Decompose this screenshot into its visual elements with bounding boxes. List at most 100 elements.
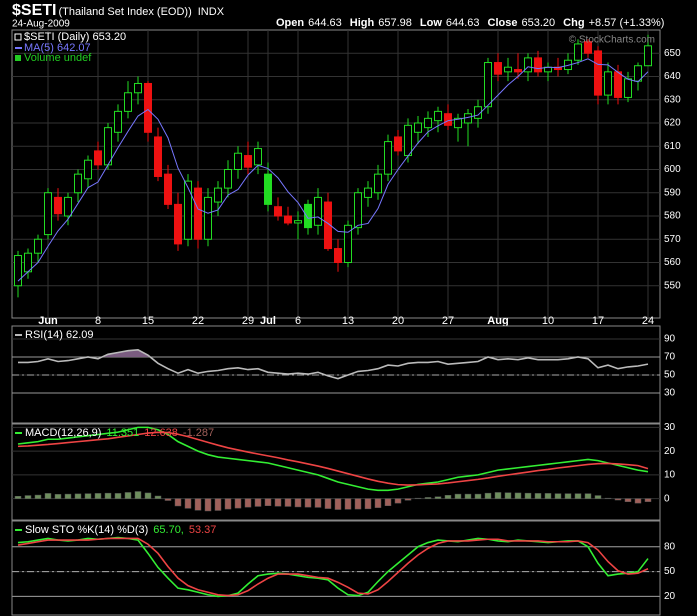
panel-title: MACD(12,26,9) bbox=[25, 427, 101, 439]
watermark: © StockCharts.com bbox=[569, 35, 655, 46]
panel-frame bbox=[11, 423, 661, 521]
candle-body bbox=[594, 50, 602, 96]
candle-body bbox=[334, 248, 342, 264]
legend-icon bbox=[14, 33, 22, 41]
exchange: INDX bbox=[198, 6, 225, 18]
x-tick-label: 22 bbox=[192, 315, 204, 327]
candle-body bbox=[394, 136, 402, 152]
histogram-bar bbox=[394, 498, 402, 504]
candle-body bbox=[254, 148, 262, 166]
candle-body bbox=[424, 117, 432, 129]
candle-body bbox=[154, 136, 162, 177]
y-tick-label: 600 bbox=[664, 164, 681, 175]
date: 24-Aug-2009 bbox=[12, 19, 70, 30]
histogram-bar bbox=[644, 498, 652, 502]
x-tick-label: 8 bbox=[95, 315, 101, 327]
histogram-bar bbox=[334, 498, 342, 510]
subtitle: (Thailand Set Index (EOD)) bbox=[58, 6, 191, 18]
y-tick-label: 80 bbox=[664, 541, 676, 552]
candle-body bbox=[34, 238, 42, 254]
histogram-bar bbox=[424, 497, 432, 499]
legend-entry: MA(5) 642.07 bbox=[24, 42, 91, 54]
candle-body bbox=[284, 215, 292, 224]
quote-value: 657.98 bbox=[378, 17, 412, 29]
histogram-bar bbox=[304, 498, 312, 508]
candle-body bbox=[344, 224, 352, 264]
legend-entry: 11.351 bbox=[106, 427, 139, 439]
y-tick-label: 50 bbox=[664, 566, 676, 577]
histogram-bar bbox=[94, 493, 102, 499]
legend-entry: 65.70, bbox=[153, 524, 184, 536]
candle-body bbox=[574, 43, 582, 61]
candle-body bbox=[124, 92, 132, 112]
candle-body bbox=[454, 117, 462, 129]
y-tick-label: 560 bbox=[664, 257, 681, 268]
histogram-bar bbox=[64, 493, 72, 499]
histogram-bar bbox=[314, 498, 322, 508]
histogram-bar bbox=[244, 498, 252, 508]
candle-body bbox=[434, 110, 442, 122]
series-line bbox=[17, 58, 649, 282]
histogram-bar bbox=[444, 495, 452, 499]
x-tick-label: 27 bbox=[442, 315, 454, 327]
histogram-bar bbox=[384, 498, 392, 506]
histogram-bar bbox=[274, 498, 282, 507]
histogram-bar bbox=[14, 496, 22, 499]
quote-label: Low bbox=[420, 17, 442, 29]
x-tick-label: 24 bbox=[642, 315, 654, 327]
histogram-bar bbox=[524, 492, 532, 499]
y-tick-label: 610 bbox=[664, 141, 681, 152]
candle-body bbox=[224, 169, 232, 189]
candle-body bbox=[304, 203, 312, 229]
legend-entry: 12.638 bbox=[144, 427, 178, 439]
x-tick-label: 10 bbox=[542, 315, 554, 327]
x-tick-label: 29 bbox=[242, 315, 254, 327]
candle-body bbox=[534, 57, 542, 73]
candle-body bbox=[54, 196, 62, 215]
histogram-bar bbox=[434, 496, 442, 499]
x-tick-label: 15 bbox=[142, 315, 154, 327]
y-tick-label: 550 bbox=[664, 280, 681, 291]
histogram-bar bbox=[214, 498, 222, 511]
histogram-bar bbox=[224, 498, 232, 510]
histogram-bar bbox=[184, 498, 192, 509]
histogram-bar bbox=[534, 493, 542, 499]
candle-body bbox=[354, 192, 362, 229]
histogram-bar bbox=[484, 492, 492, 499]
quote-label: Open bbox=[276, 17, 304, 29]
candle-body bbox=[274, 206, 282, 217]
candle-body bbox=[504, 66, 512, 73]
quote-value: 644.63 bbox=[446, 17, 480, 29]
candle-body bbox=[474, 106, 482, 119]
x-tick-label: 20 bbox=[392, 315, 404, 327]
candle-body bbox=[44, 192, 52, 236]
histogram-bar bbox=[34, 494, 42, 499]
histogram-bar bbox=[164, 498, 172, 501]
candle-body bbox=[84, 159, 92, 180]
candle-body bbox=[94, 150, 102, 166]
histogram-bar bbox=[254, 498, 262, 507]
histogram-bar bbox=[464, 493, 472, 499]
candle-body bbox=[234, 152, 242, 171]
candle-body bbox=[584, 41, 592, 54]
histogram-bar bbox=[74, 493, 82, 499]
candle-body bbox=[184, 180, 192, 240]
histogram-bar bbox=[474, 493, 482, 499]
candle-body bbox=[644, 45, 652, 67]
histogram-bar bbox=[374, 498, 382, 508]
candle-body bbox=[404, 124, 412, 157]
candle-body bbox=[74, 173, 82, 194]
quote-value: 653.20 bbox=[522, 17, 556, 29]
histogram-bar bbox=[584, 493, 592, 499]
candle-body bbox=[414, 122, 422, 133]
legend-entry: 53.37 bbox=[189, 524, 217, 536]
histogram-bar bbox=[204, 498, 212, 512]
histogram-bar bbox=[84, 493, 92, 499]
histogram-bar bbox=[144, 492, 152, 499]
histogram-bar bbox=[574, 493, 582, 499]
quote-label: Close bbox=[488, 17, 518, 29]
candle-body bbox=[524, 57, 532, 73]
candle-body bbox=[294, 220, 302, 224]
panel-title: RSI(14) 62.09 bbox=[25, 329, 93, 341]
histogram-bar bbox=[24, 495, 32, 499]
